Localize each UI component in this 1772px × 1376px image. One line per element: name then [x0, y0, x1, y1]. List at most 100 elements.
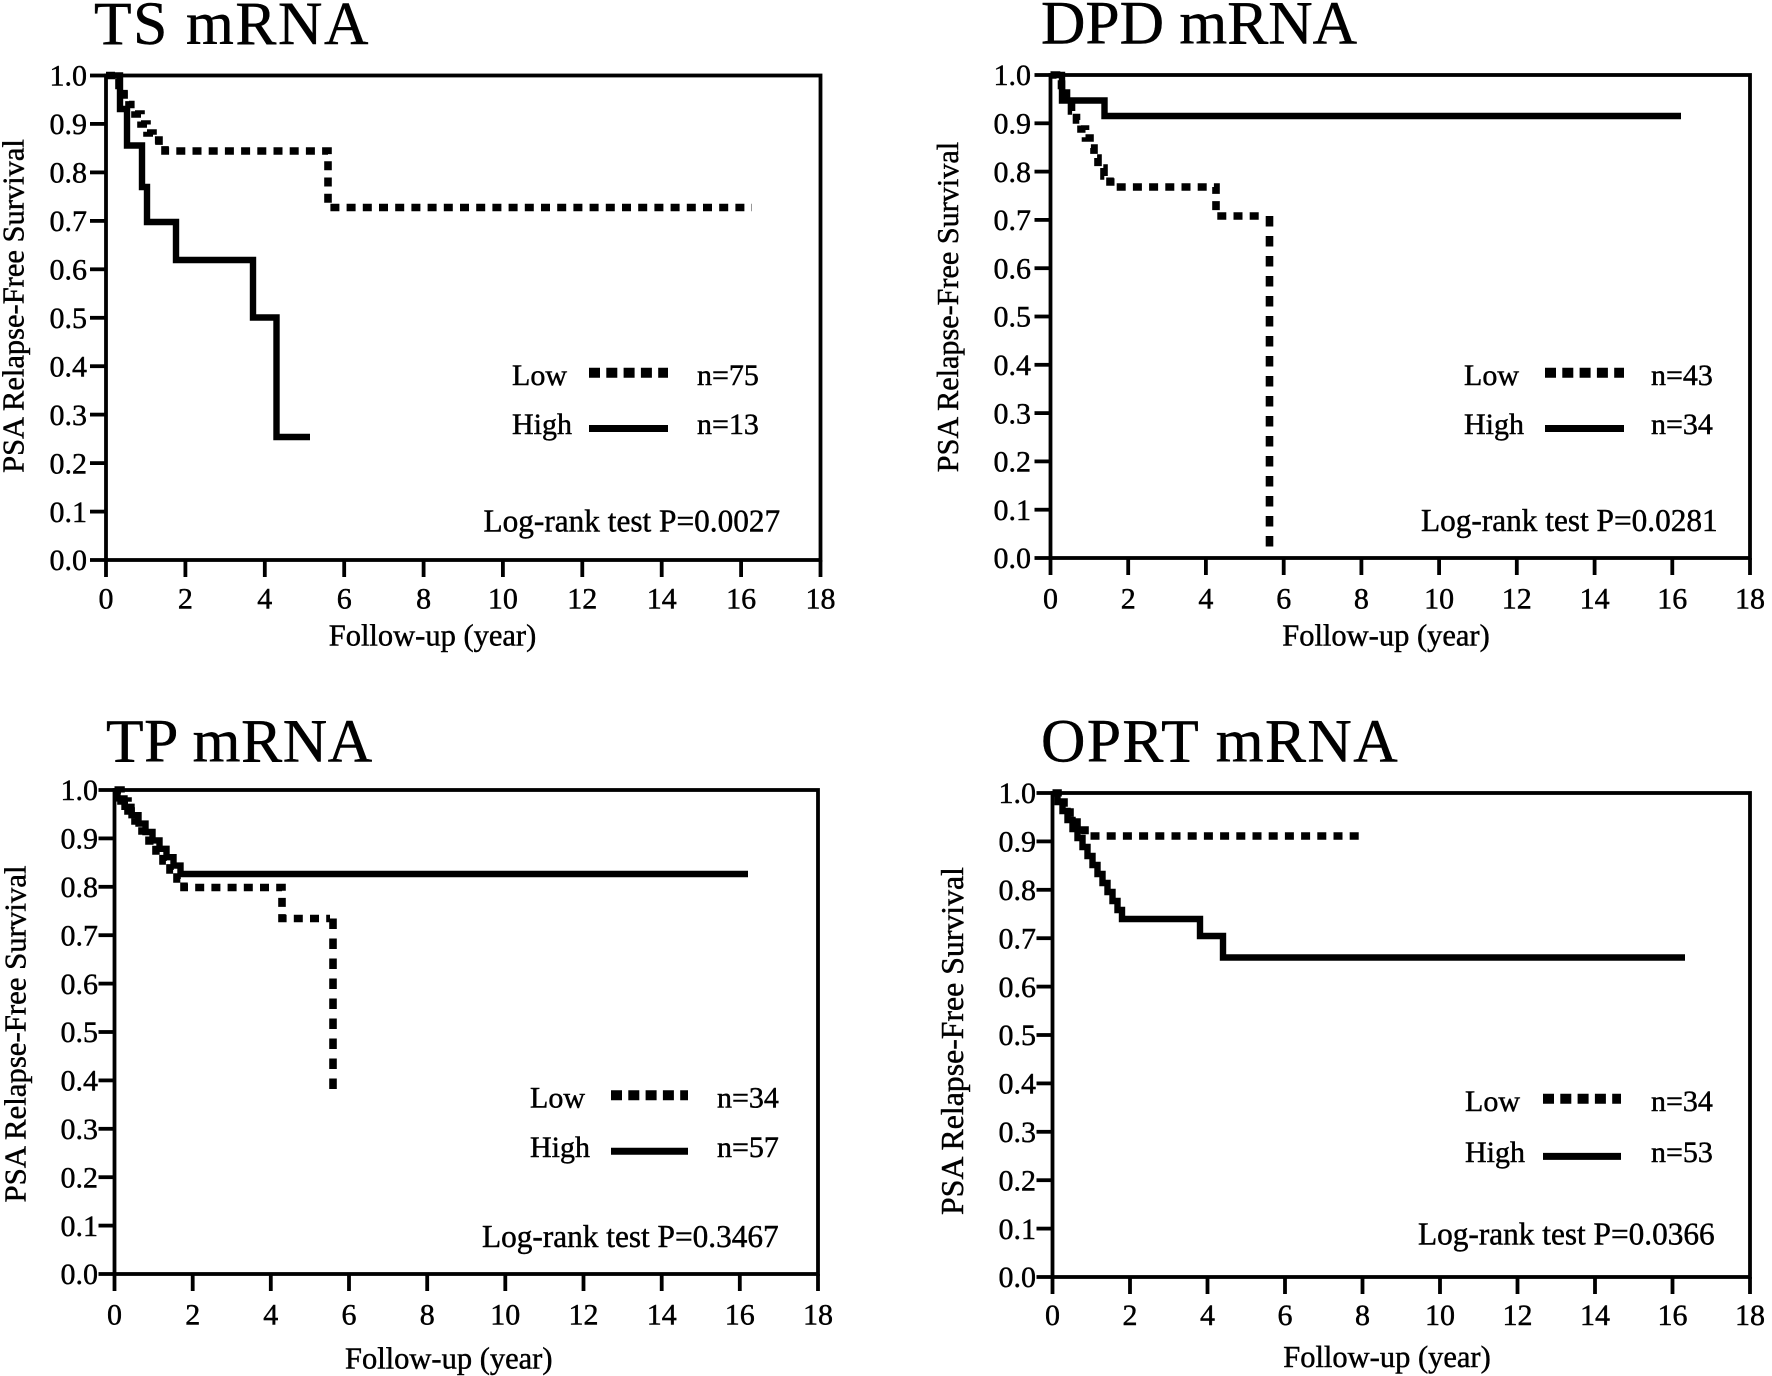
- svg-text:0.5: 0.5: [999, 1019, 1037, 1052]
- svg-text:n=34: n=34: [1651, 1085, 1713, 1118]
- svg-text:4: 4: [263, 1299, 278, 1332]
- svg-text:6: 6: [337, 583, 352, 616]
- svg-text:Log-rank test P=0.0281: Log-rank test P=0.0281: [1421, 503, 1718, 538]
- svg-text:TP mRNA: TP mRNA: [106, 708, 373, 776]
- svg-text:0.8: 0.8: [61, 871, 99, 904]
- svg-text:High: High: [1465, 1136, 1525, 1169]
- svg-text:14: 14: [1580, 1299, 1610, 1332]
- svg-text:0.5: 0.5: [61, 1016, 99, 1049]
- svg-text:8: 8: [416, 583, 431, 616]
- svg-text:Follow-up (year): Follow-up (year): [1282, 619, 1490, 653]
- svg-text:14: 14: [647, 1299, 677, 1332]
- svg-text:1.0: 1.0: [61, 774, 99, 807]
- svg-text:0.1: 0.1: [61, 1210, 99, 1243]
- svg-text:n=53: n=53: [1651, 1136, 1713, 1169]
- svg-text:10: 10: [1425, 1299, 1455, 1332]
- svg-text:Follow-up (year): Follow-up (year): [345, 1342, 553, 1376]
- svg-text:8: 8: [420, 1299, 435, 1332]
- svg-text:0: 0: [107, 1299, 122, 1332]
- svg-text:Low: Low: [512, 359, 567, 392]
- svg-text:16: 16: [725, 1299, 755, 1332]
- svg-text:Follow-up (year): Follow-up (year): [329, 619, 537, 653]
- svg-text:12: 12: [569, 1299, 599, 1332]
- svg-text:0.1: 0.1: [999, 1213, 1037, 1246]
- svg-text:0.6: 0.6: [999, 971, 1037, 1004]
- svg-text:0.3: 0.3: [61, 1113, 99, 1146]
- svg-text:0.0: 0.0: [61, 1258, 99, 1291]
- svg-text:1.0: 1.0: [50, 60, 88, 93]
- svg-text:0.5: 0.5: [994, 301, 1032, 334]
- svg-text:0: 0: [99, 583, 114, 616]
- svg-text:2: 2: [1123, 1299, 1138, 1332]
- svg-text:Log-rank test P=0.3467: Log-rank test P=0.3467: [482, 1219, 779, 1254]
- svg-text:0: 0: [1043, 583, 1058, 616]
- svg-text:10: 10: [1424, 583, 1454, 616]
- svg-text:10: 10: [488, 583, 518, 616]
- svg-text:0.8: 0.8: [994, 156, 1032, 189]
- svg-text:0.9: 0.9: [61, 823, 99, 856]
- svg-text:n=57: n=57: [717, 1131, 779, 1164]
- svg-text:PSA Relapse-Free Survival: PSA Relapse-Free Survival: [0, 139, 31, 473]
- svg-text:n=34: n=34: [717, 1082, 779, 1115]
- svg-text:0.6: 0.6: [50, 254, 88, 287]
- svg-text:Follow-up (year): Follow-up (year): [1283, 1340, 1491, 1374]
- svg-text:18: 18: [1735, 1299, 1765, 1332]
- svg-text:0.7: 0.7: [61, 919, 99, 952]
- svg-text:n=43: n=43: [1651, 359, 1713, 392]
- svg-text:0.1: 0.1: [50, 496, 88, 529]
- svg-text:12: 12: [1503, 1299, 1533, 1332]
- svg-text:0.2: 0.2: [61, 1161, 99, 1194]
- svg-text:0.2: 0.2: [994, 446, 1032, 479]
- svg-text:0.9: 0.9: [999, 826, 1037, 859]
- svg-text:2: 2: [185, 1299, 200, 1332]
- svg-text:0.8: 0.8: [50, 157, 88, 190]
- svg-text:0.7: 0.7: [999, 922, 1037, 955]
- svg-text:18: 18: [806, 583, 836, 616]
- svg-text:6: 6: [1276, 583, 1291, 616]
- svg-text:6: 6: [1278, 1299, 1293, 1332]
- svg-text:4: 4: [1198, 583, 1213, 616]
- svg-text:0.9: 0.9: [50, 108, 88, 141]
- svg-text:12: 12: [567, 583, 597, 616]
- svg-text:16: 16: [726, 583, 756, 616]
- svg-text:0.0: 0.0: [999, 1261, 1037, 1294]
- svg-text:8: 8: [1355, 1299, 1370, 1332]
- svg-text:TS mRNA: TS mRNA: [94, 0, 370, 58]
- svg-text:16: 16: [1657, 583, 1687, 616]
- svg-text:Low: Low: [530, 1082, 585, 1115]
- svg-text:PSA Relapse-Free Survival: PSA Relapse-Free Survival: [935, 867, 970, 1215]
- svg-text:0.4: 0.4: [994, 349, 1032, 382]
- svg-text:0.2: 0.2: [50, 447, 88, 480]
- svg-text:0.7: 0.7: [994, 204, 1032, 237]
- svg-text:0.1: 0.1: [994, 494, 1032, 527]
- svg-text:OPRT mRNA: OPRT mRNA: [1041, 708, 1399, 776]
- svg-text:0.2: 0.2: [999, 1164, 1037, 1197]
- svg-text:0.0: 0.0: [994, 542, 1032, 575]
- svg-text:0.0: 0.0: [50, 544, 88, 577]
- svg-text:Low: Low: [1464, 359, 1519, 392]
- svg-text:Low: Low: [1465, 1085, 1520, 1118]
- svg-text:8: 8: [1354, 583, 1369, 616]
- svg-text:2: 2: [1121, 583, 1136, 616]
- svg-text:0.4: 0.4: [61, 1065, 99, 1098]
- svg-text:High: High: [1464, 408, 1524, 441]
- svg-text:n=34: n=34: [1651, 408, 1713, 441]
- svg-text:0.8: 0.8: [999, 874, 1037, 907]
- svg-text:n=13: n=13: [697, 408, 759, 441]
- svg-text:0.6: 0.6: [994, 252, 1032, 285]
- svg-text:0.9: 0.9: [994, 108, 1032, 141]
- svg-text:High: High: [530, 1131, 590, 1164]
- svg-text:1.0: 1.0: [999, 777, 1037, 810]
- svg-text:0.4: 0.4: [50, 350, 88, 383]
- svg-text:PSA Relapse-Free Survival: PSA Relapse-Free Survival: [931, 142, 965, 472]
- svg-text:14: 14: [1580, 583, 1610, 616]
- svg-text:0.5: 0.5: [50, 302, 88, 335]
- svg-text:1.0: 1.0: [994, 59, 1032, 92]
- svg-text:Log-rank test P=0.0366: Log-rank test P=0.0366: [1418, 1217, 1715, 1252]
- svg-text:10: 10: [490, 1299, 520, 1332]
- svg-text:4: 4: [1200, 1299, 1215, 1332]
- svg-text:12: 12: [1502, 583, 1532, 616]
- svg-text:0.3: 0.3: [994, 397, 1032, 430]
- svg-text:0.3: 0.3: [999, 1116, 1037, 1149]
- svg-text:18: 18: [1735, 583, 1765, 616]
